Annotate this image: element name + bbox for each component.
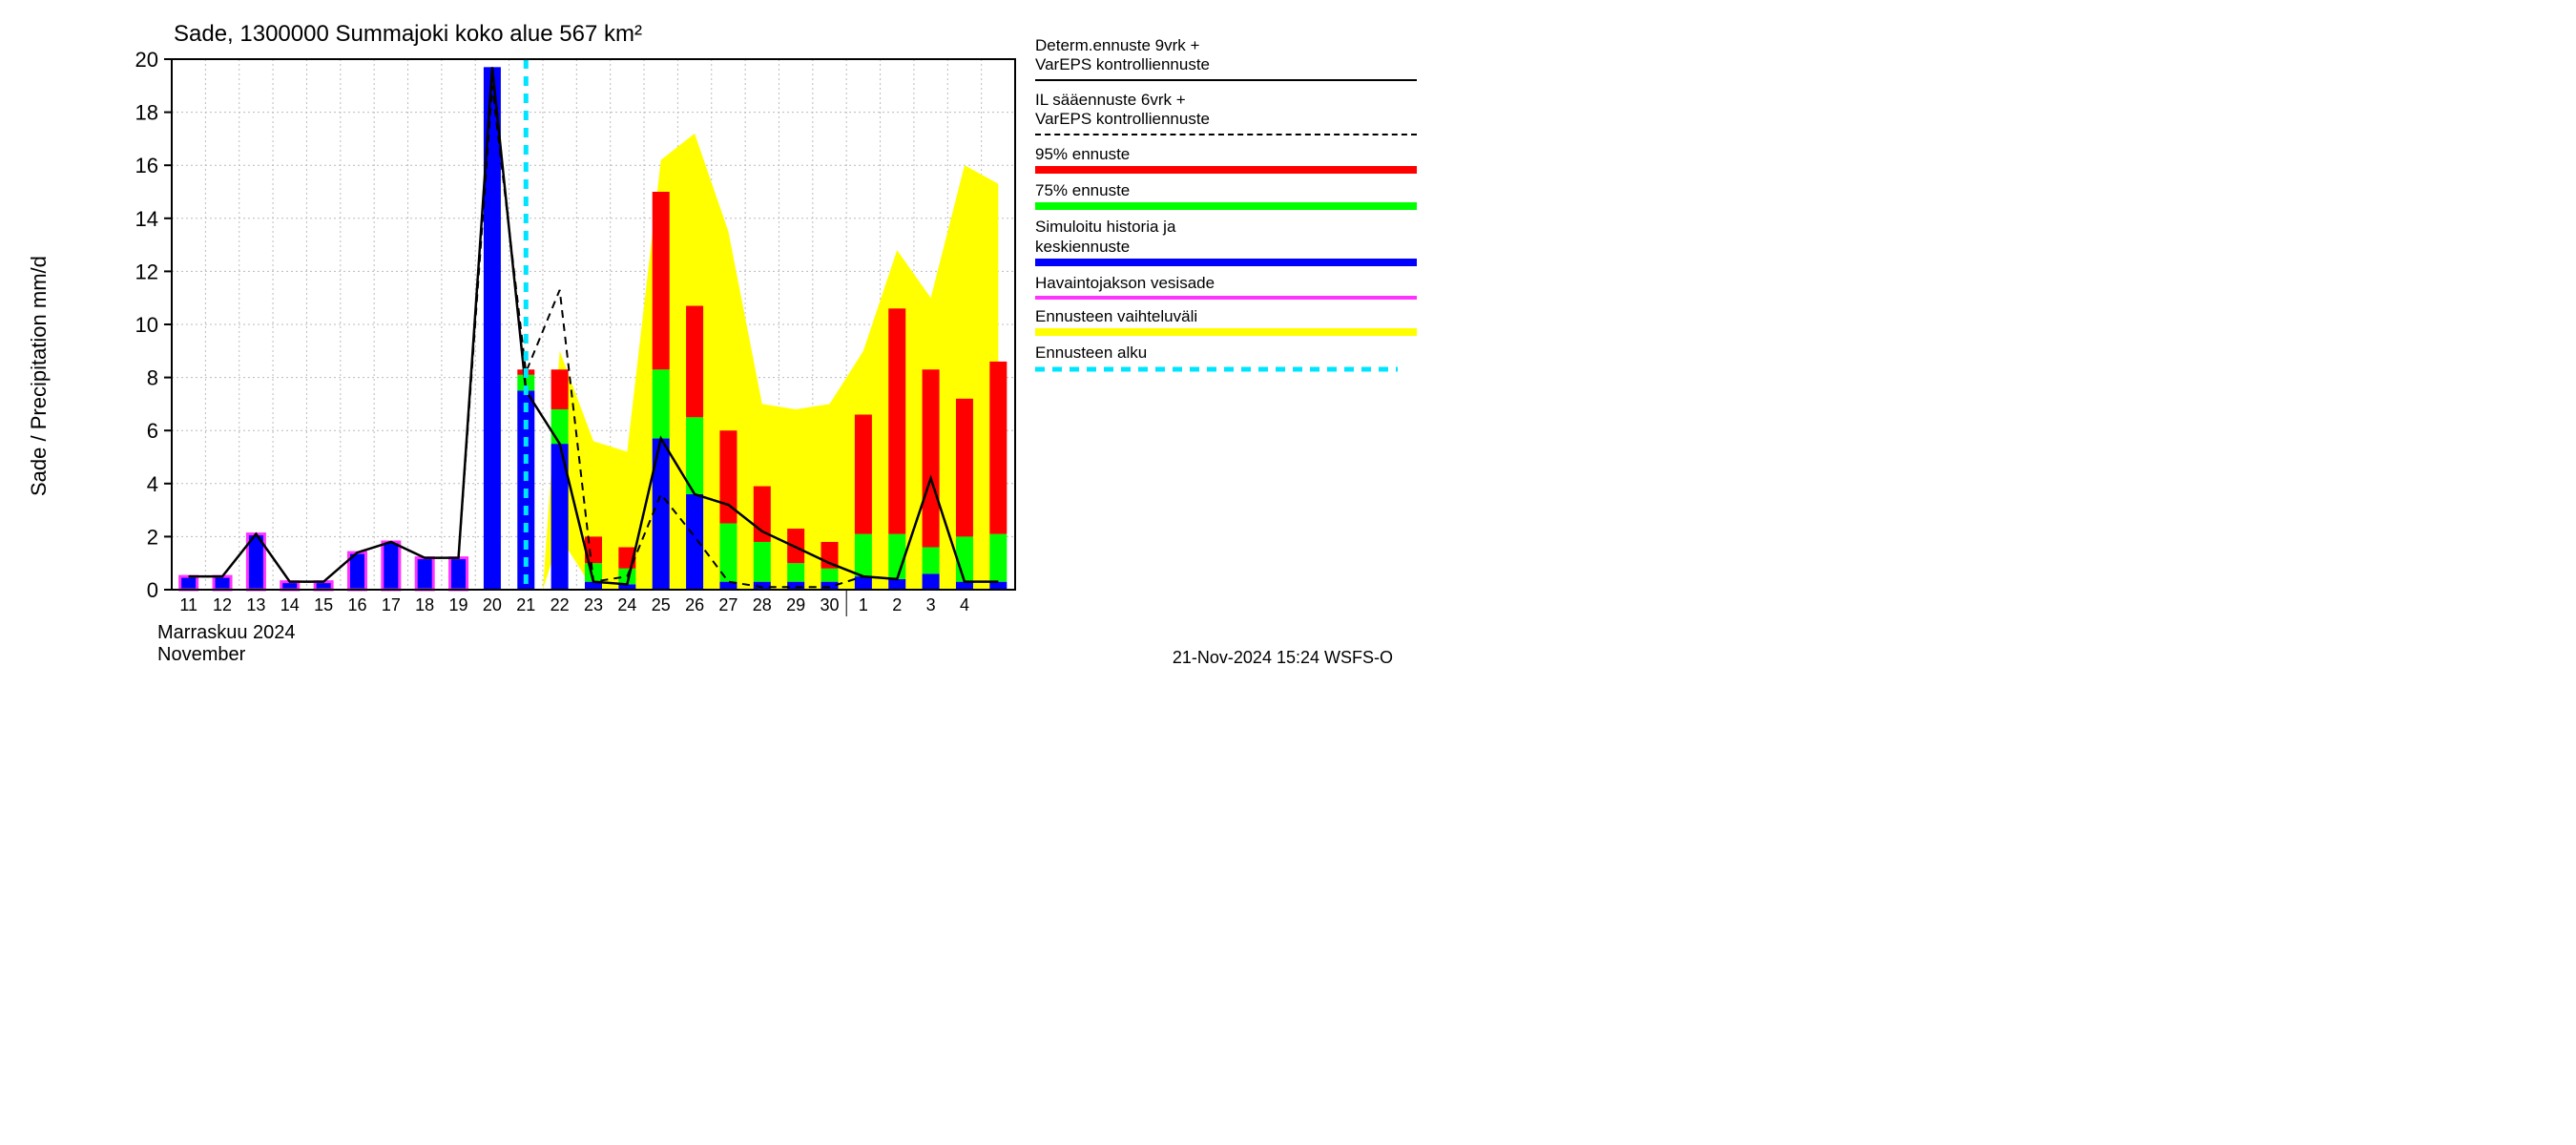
legend-label: IL sääennuste 6vrk + — [1035, 91, 1417, 110]
svg-text:4: 4 — [960, 595, 969, 614]
svg-text:18: 18 — [135, 101, 158, 125]
svg-text:18: 18 — [415, 595, 434, 614]
footer-timestamp: 21-Nov-2024 15:24 WSFS-O — [1173, 648, 1393, 668]
svg-text:21: 21 — [516, 595, 535, 614]
svg-text:10: 10 — [135, 313, 158, 337]
legend-label: VarEPS kontrolliennuste — [1035, 55, 1417, 74]
svg-text:17: 17 — [382, 595, 401, 614]
svg-text:14: 14 — [280, 595, 300, 614]
chart-container: Sade, 1300000 Summajoki koko alue 567 km… — [0, 0, 1431, 687]
svg-text:16: 16 — [347, 595, 366, 614]
legend: Determ.ennuste 9vrk +VarEPS kontrollienn… — [1035, 36, 1417, 376]
svg-text:29: 29 — [786, 595, 805, 614]
legend-item: Ennusteen vaihteluväli — [1035, 307, 1417, 336]
svg-text:19: 19 — [449, 595, 468, 614]
svg-text:8: 8 — [147, 366, 158, 390]
legend-swatch — [1035, 79, 1417, 81]
svg-text:12: 12 — [135, 260, 158, 283]
legend-item: Determ.ennuste 9vrk +VarEPS kontrollienn… — [1035, 36, 1417, 81]
svg-text:11: 11 — [179, 595, 197, 614]
legend-item: Ennusteen alku — [1035, 344, 1417, 366]
svg-text:15: 15 — [314, 595, 333, 614]
legend-swatch — [1035, 202, 1417, 210]
legend-label: Ennusteen vaihteluväli — [1035, 307, 1417, 326]
legend-label: Havaintojakson vesisade — [1035, 274, 1417, 293]
legend-item: Havaintojakson vesisade — [1035, 274, 1417, 299]
svg-text:12: 12 — [213, 595, 232, 614]
legend-swatch — [1035, 296, 1417, 300]
svg-text:22: 22 — [551, 595, 570, 614]
svg-text:13: 13 — [246, 595, 265, 614]
svg-text:3: 3 — [926, 595, 936, 614]
svg-text:27: 27 — [718, 595, 737, 614]
legend-swatch — [1035, 166, 1417, 174]
svg-text:0: 0 — [147, 578, 158, 602]
legend-label: Simuloitu historia ja — [1035, 218, 1417, 237]
svg-text:30: 30 — [821, 595, 840, 614]
x-month-fi: Marraskuu 2024 — [157, 622, 296, 644]
legend-swatch — [1035, 134, 1417, 135]
legend-item: IL sääennuste 6vrk + VarEPS kontrollienn… — [1035, 91, 1417, 135]
svg-text:4: 4 — [147, 472, 158, 496]
legend-label: Determ.ennuste 9vrk + — [1035, 36, 1417, 55]
svg-text:26: 26 — [685, 595, 704, 614]
svg-text:14: 14 — [135, 207, 158, 231]
svg-text:23: 23 — [584, 595, 603, 614]
legend-label: Ennusteen alku — [1035, 344, 1417, 363]
legend-item: Simuloitu historia jakeskiennuste — [1035, 218, 1417, 266]
legend-label: keskiennuste — [1035, 238, 1417, 257]
svg-text:1: 1 — [859, 595, 868, 614]
legend-swatch — [1035, 259, 1417, 266]
svg-text:24: 24 — [617, 595, 636, 614]
svg-text:20: 20 — [135, 48, 158, 72]
svg-text:28: 28 — [753, 595, 772, 614]
svg-text:2: 2 — [892, 595, 902, 614]
x-month-en: November — [157, 644, 245, 666]
svg-text:16: 16 — [135, 154, 158, 177]
legend-item: 75% ennuste — [1035, 181, 1417, 210]
svg-text:2: 2 — [147, 525, 158, 549]
legend-item: 95% ennuste — [1035, 145, 1417, 174]
svg-text:20: 20 — [483, 595, 502, 614]
svg-text:6: 6 — [147, 419, 158, 443]
svg-text:25: 25 — [652, 595, 671, 614]
legend-label: 75% ennuste — [1035, 181, 1417, 200]
legend-label: 95% ennuste — [1035, 145, 1417, 164]
legend-label: VarEPS kontrolliennuste — [1035, 110, 1417, 129]
legend-swatch — [1035, 328, 1417, 336]
